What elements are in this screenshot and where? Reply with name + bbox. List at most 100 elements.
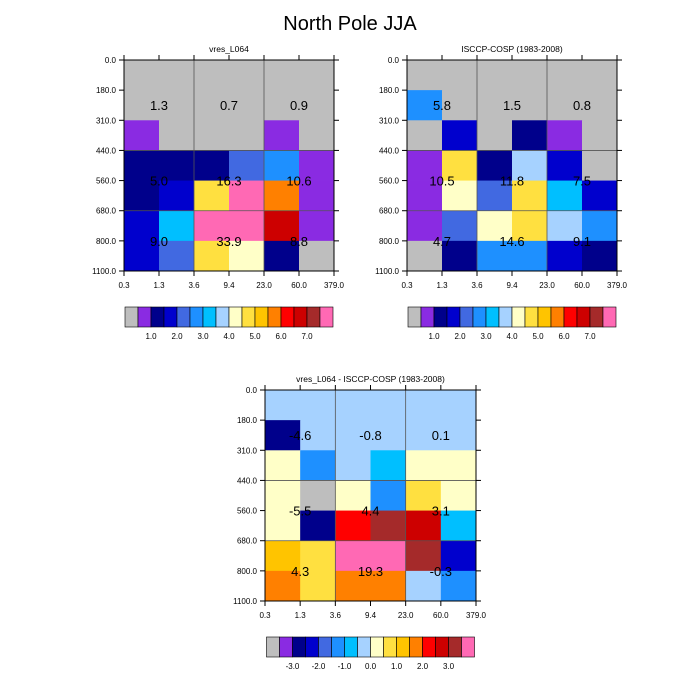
y-tick-label: 310.0 [96, 116, 117, 125]
y-tick-label: 680.0 [237, 537, 258, 546]
heatmap-cell [159, 180, 195, 212]
heatmap-cell [407, 150, 443, 181]
colorbar-swatch [280, 306, 295, 328]
heatmap-cell [405, 540, 442, 572]
colorbar-label: 1.0 [428, 332, 440, 341]
x-tick-label: 60.0 [433, 611, 449, 620]
y-tick-label: 310.0 [237, 446, 258, 455]
heatmap-cell [370, 570, 407, 602]
colorbar-swatch [446, 306, 461, 328]
colorbar-swatch [602, 306, 617, 328]
heatmap-cell [547, 60, 583, 91]
heatmap-cell [300, 390, 336, 421]
heatmap-cell [194, 150, 230, 181]
heatmap-cell [407, 180, 443, 212]
heatmap-cell [264, 90, 300, 121]
heatmap-cell [370, 390, 407, 421]
heatmap-cell [442, 120, 478, 151]
heatmap-cell [582, 240, 618, 272]
heatmap-cell [335, 450, 371, 481]
x-tick-label: 379.0 [324, 281, 345, 290]
colorbar-swatch [150, 306, 165, 328]
heatmap-cell [299, 240, 335, 272]
y-tick-label: 180.0 [379, 86, 400, 95]
heatmap-cell [440, 570, 477, 602]
colorbar-swatch [318, 636, 332, 658]
heatmap-cell [440, 420, 477, 451]
colorbar-label: -1.0 [338, 662, 352, 671]
heatmap-cell [440, 450, 477, 481]
heatmap-cell [370, 420, 407, 451]
heatmap-cell [124, 120, 160, 151]
colorbar-swatch [383, 636, 397, 658]
x-tick-label: 9.4 [506, 281, 518, 290]
group-value-label: 16.3 [216, 174, 241, 189]
heatmap-cell [477, 90, 513, 121]
heatmap-cell [229, 210, 265, 242]
colorbar-label: 0.0 [365, 662, 377, 671]
heatmap-cell [477, 120, 513, 151]
heatmap-cell [194, 120, 230, 151]
x-tick-label: 60.0 [574, 281, 590, 290]
y-tick-label: 310.0 [379, 116, 400, 125]
heatmap-cell [265, 480, 301, 511]
heatmap-cell [194, 180, 230, 212]
group-value-label: 14.6 [499, 234, 524, 249]
colorbar-swatch [344, 636, 358, 658]
y-tick-label: 440.0 [379, 146, 400, 155]
heatmap-cell [477, 60, 513, 91]
heatmap-cell [405, 510, 442, 542]
heatmap-cell [370, 510, 407, 542]
colorbar-label: 6.0 [275, 332, 287, 341]
heatmap-cell [124, 210, 160, 242]
heatmap-cell [407, 120, 443, 151]
colorbar-swatch [589, 306, 604, 328]
colorbar-swatch [266, 636, 280, 658]
colorbar-swatch [537, 306, 552, 328]
colorbar-swatch [550, 306, 565, 328]
heatmap-cell [405, 420, 442, 451]
heatmap-cell [407, 60, 443, 91]
group-value-label: 5.0 [150, 174, 168, 189]
heatmap-cell [407, 240, 443, 272]
heatmap-cell [124, 240, 160, 272]
heatmap-cell [582, 210, 618, 242]
colorbar-swatch [370, 636, 384, 658]
y-tick-label: 1100.0 [233, 597, 257, 606]
heatmap-cell [229, 240, 265, 272]
heatmap-cell [442, 90, 478, 121]
y-tick-label: 180.0 [96, 86, 117, 95]
colorbar-swatch [189, 306, 204, 328]
colorbar-swatch [215, 306, 230, 328]
y-tick-label: 440.0 [96, 146, 117, 155]
heatmap-cell [477, 180, 513, 212]
group-value-label: 0.9 [290, 98, 308, 113]
heatmap-cell [300, 480, 336, 511]
heatmap-cell [265, 540, 301, 572]
heatmap-cell [477, 210, 513, 242]
group-value-label: 10.6 [286, 174, 311, 189]
colorbar-label: 7.0 [584, 332, 596, 341]
heatmap-cell [547, 90, 583, 121]
group-value-label: 9.1 [573, 234, 591, 249]
colorbar-swatch [448, 636, 462, 658]
heatmap-cell [335, 390, 371, 421]
x-tick-label: 0.3 [259, 611, 271, 620]
group-value-label: 5.8 [433, 98, 451, 113]
heatmap-cell [194, 210, 230, 242]
heatmap-cell [264, 240, 300, 272]
heatmap-cell [124, 90, 160, 121]
colorbar-label: 4.0 [506, 332, 518, 341]
heatmap-cell [299, 60, 335, 91]
x-tick-label: 23.0 [256, 281, 272, 290]
colorbar-swatch [435, 636, 449, 658]
colorbar-swatch [357, 636, 371, 658]
x-tick-label: 3.6 [471, 281, 483, 290]
heatmap-cell [370, 450, 407, 481]
heatmap-cell [370, 540, 407, 572]
heatmap-cell [159, 90, 195, 121]
heatmap-cell [229, 60, 265, 91]
colorbar-swatch [124, 306, 139, 328]
panel-title: ISCCP-COSP (1983-2008) [461, 44, 563, 54]
heatmap-cell [159, 240, 195, 272]
